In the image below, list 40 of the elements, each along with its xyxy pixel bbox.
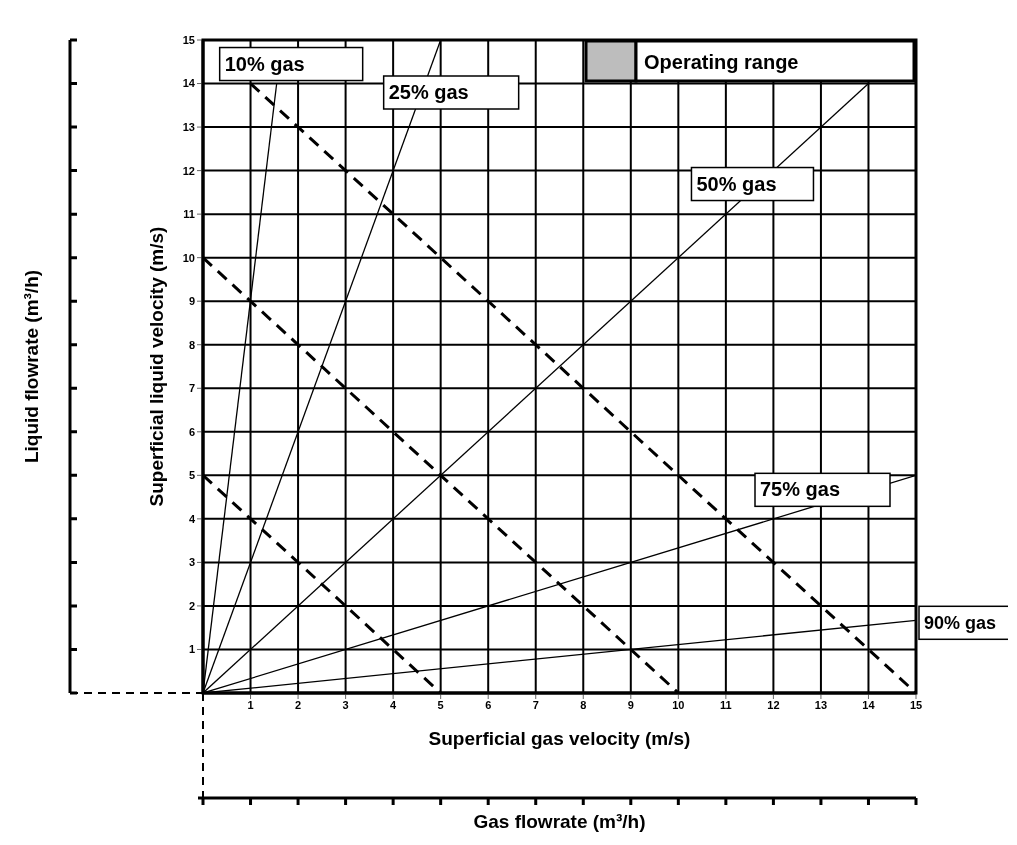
y-tick-label: 5 <box>188 469 195 482</box>
text: Liquid flowrate (m³/h) <box>21 269 42 464</box>
x-tick-label: 2 <box>295 698 302 711</box>
x-tick-label: 5 <box>437 698 444 711</box>
y-tick-label: 4 <box>188 512 196 525</box>
series-label: 90% gas <box>924 613 997 634</box>
x-tick-label: 14 <box>862 698 876 711</box>
y-tick-label: 1 <box>188 643 195 656</box>
x-axis-title: Superficial gas velocity (m/s) <box>428 728 691 749</box>
y-tick-label: 9 <box>188 295 195 308</box>
series-label: 10% gas <box>224 52 305 75</box>
x-tick-label: 3 <box>342 698 349 711</box>
x-tick-label: 6 <box>485 698 492 711</box>
series-label: 25% gas <box>388 81 469 103</box>
x-tick-label: 12 <box>767 698 780 711</box>
y-tick-label: 6 <box>188 425 195 438</box>
y-tick-label: 11 <box>183 208 195 221</box>
y-tick-label: 15 <box>182 33 195 46</box>
x-tick-label: 13 <box>814 698 828 711</box>
annotation: Operating range <box>644 51 799 73</box>
series-label: 50% gas <box>696 172 777 195</box>
x-tick-label: 10 <box>672 698 685 711</box>
y-axis-title: Superficial liquid velocity (m/s) <box>145 226 167 507</box>
x-tick-label: 1 <box>247 698 254 711</box>
y-tick-label: 12 <box>182 164 195 177</box>
series-label: 75% gas <box>760 478 841 501</box>
y-tick-label: 8 <box>188 338 195 351</box>
y-tick-label: 2 <box>188 599 195 612</box>
y-tick-label: 13 <box>182 120 195 133</box>
x-tick-label: 7 <box>532 698 539 711</box>
y-tick-label: 14 <box>182 77 196 90</box>
x-tick-label: 9 <box>627 698 634 711</box>
x-tick-label: 4 <box>390 698 398 711</box>
text: Gas flowrate (m³/h) <box>473 811 646 832</box>
x-tick-label: 8 <box>580 698 587 711</box>
y-tick-label: 7 <box>188 382 195 395</box>
x-tick-label: 15 <box>909 698 923 711</box>
y-tick-label: 3 <box>188 556 195 569</box>
y-tick-label: 10 <box>182 251 195 264</box>
x-tick-label: 11 <box>720 698 732 711</box>
